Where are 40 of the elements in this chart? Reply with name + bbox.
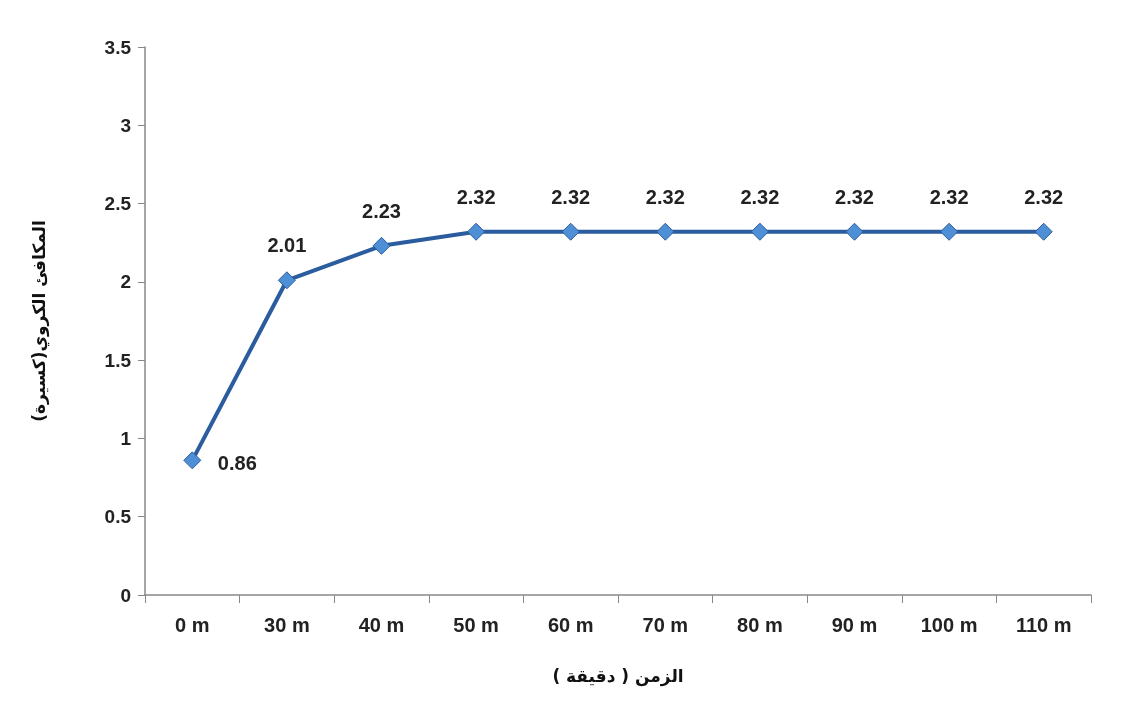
y-tick-label: 3: [120, 114, 131, 136]
x-tick-label: 50 m: [453, 614, 499, 636]
x-tick-label: 110 m: [1015, 614, 1072, 636]
point: [750, 222, 769, 241]
y-axis-title: المكافئ الكروي(كسيرة): [28, 220, 50, 422]
y-tick-label: 0: [120, 584, 131, 606]
x-tick-label: 80 m: [737, 614, 783, 636]
y-tick-label: 1.5: [104, 349, 132, 371]
x-tick-label: 100 m: [920, 614, 978, 636]
x-tick-label: 70 m: [642, 614, 689, 636]
data-label: 2.32: [835, 185, 874, 208]
y-tick-label: 2.5: [104, 193, 132, 215]
x-tick-label: 30 m: [264, 614, 310, 636]
point: [372, 236, 391, 255]
x-axis-title: الزمن ( دقيقة ): [552, 665, 684, 687]
x-tick-label: 90 m: [831, 614, 878, 636]
point: [277, 271, 296, 290]
x-tick-label: 60 m: [547, 614, 594, 636]
point: [183, 451, 202, 470]
data-label: 2.32: [645, 185, 685, 208]
x-tick-label: 0 m: [175, 614, 210, 636]
data-label: 2.01: [267, 234, 307, 257]
data-label: 2.32: [929, 185, 969, 208]
y-tick-label: 2: [120, 271, 131, 293]
point: [656, 222, 675, 241]
data-label: 2.32: [1024, 185, 1064, 208]
data-label: 2.23: [362, 199, 401, 222]
point: [845, 222, 864, 241]
data-label: 2.32: [740, 185, 780, 208]
point: [940, 222, 959, 241]
point: [561, 222, 580, 241]
point: [467, 222, 486, 241]
y-tick-label: 0.5: [104, 506, 132, 528]
x-tick-label: 40 m: [358, 614, 405, 636]
data-label: 2.32: [551, 185, 591, 208]
y-tick-label: 3.5: [104, 36, 132, 58]
point: [1034, 222, 1053, 241]
y-tick-label: 1: [120, 427, 132, 449]
data-label: 0.86: [217, 452, 257, 475]
data-label: 2.32: [456, 185, 496, 208]
